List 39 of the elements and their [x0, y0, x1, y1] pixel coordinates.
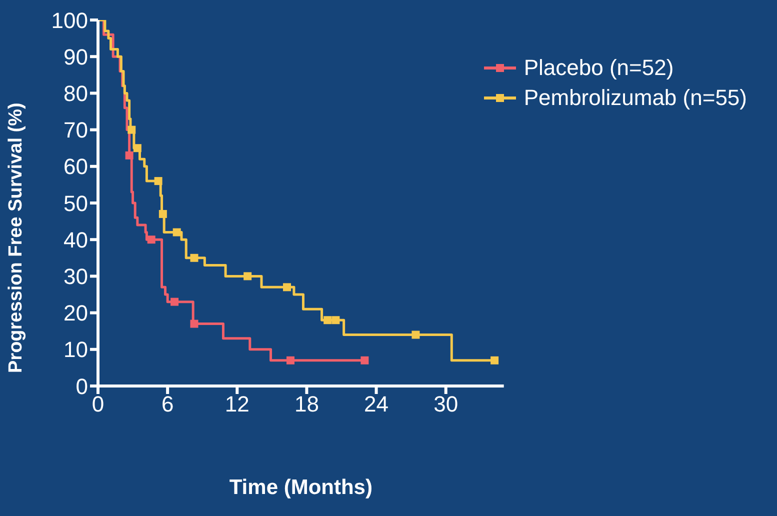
y-tick-label: 40: [64, 227, 88, 252]
y-axis-title: Progression Free Survival (%): [6, 102, 27, 373]
y-tick-label: 20: [64, 300, 88, 326]
point: [128, 126, 136, 134]
x-axis-title: Time (Months): [229, 476, 372, 499]
point: [133, 144, 142, 152]
x-tick-label: 18: [294, 392, 319, 417]
point: [170, 298, 179, 306]
y-tick-label: 60: [64, 154, 88, 180]
point: [490, 356, 499, 364]
x-tick-label: 24: [364, 392, 389, 417]
y-tick-label: 10: [64, 337, 88, 362]
point: [147, 236, 156, 244]
y-tick-label: 70: [64, 118, 88, 143]
point: [244, 272, 252, 280]
point: [286, 356, 294, 364]
point: [190, 254, 198, 262]
point: [332, 316, 340, 324]
point: [283, 283, 291, 292]
x-tick-label: 6: [161, 392, 174, 417]
point: [172, 228, 181, 236]
y-tick-label: 30: [64, 264, 88, 290]
point: [158, 210, 167, 218]
y-tick-label: 90: [64, 44, 88, 70]
point: [190, 320, 198, 328]
point: [324, 316, 332, 324]
point: [360, 356, 369, 364]
y-tick-label: 0: [76, 374, 88, 399]
y-tick-label: 80: [64, 81, 88, 106]
point: [412, 330, 420, 339]
point: [154, 177, 162, 186]
x-tick-label: 30: [434, 392, 458, 417]
y-tick-label: 100: [51, 8, 88, 33]
x-tick-label: 0: [92, 392, 104, 417]
legend-label: Pembrolizumab (n=55): [524, 85, 747, 111]
y-tick-label: 50: [64, 190, 88, 216]
legend-label: Placebo (n=52): [524, 55, 674, 81]
x-tick-label: 12: [224, 392, 250, 417]
point: [125, 151, 134, 160]
